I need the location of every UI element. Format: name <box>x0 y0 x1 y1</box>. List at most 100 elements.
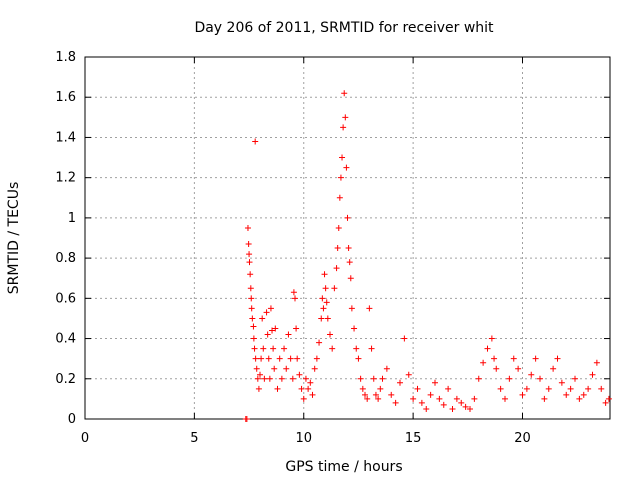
data-point <box>302 375 309 382</box>
data-point <box>344 214 351 221</box>
data-point <box>292 295 298 302</box>
x-tick-label: 15 <box>405 431 422 446</box>
data-point <box>319 295 326 302</box>
data-point <box>563 391 570 398</box>
y-tick-label: 1.2 <box>55 171 76 186</box>
data-point <box>281 345 288 352</box>
data-point <box>300 395 307 402</box>
data-point <box>532 355 539 362</box>
data-point <box>243 416 250 422</box>
data-point <box>541 395 548 402</box>
data-point <box>519 391 526 398</box>
data-point <box>458 399 465 406</box>
grid <box>85 57 610 419</box>
data-point <box>392 399 399 406</box>
data-point <box>337 174 344 181</box>
data-point <box>272 325 279 332</box>
data-point <box>355 355 362 362</box>
data-point <box>343 164 350 171</box>
data-point <box>278 375 285 382</box>
data-point <box>515 365 522 372</box>
data-point <box>397 379 403 386</box>
data-point <box>598 385 605 392</box>
data-point <box>488 335 495 342</box>
data-point <box>318 315 325 322</box>
data-point <box>252 355 259 362</box>
data-point <box>372 391 379 398</box>
data-point <box>467 405 473 412</box>
data-point <box>427 391 434 398</box>
data-points <box>242 90 612 422</box>
data-point <box>418 399 425 406</box>
data-point <box>602 399 609 406</box>
data-point <box>313 355 320 362</box>
data-point <box>375 395 382 402</box>
data-point <box>357 375 364 382</box>
data-point <box>258 355 265 362</box>
data-point <box>255 385 262 392</box>
data-point <box>269 327 276 334</box>
data-point <box>414 385 421 392</box>
data-point <box>502 395 508 402</box>
data-point <box>333 265 340 272</box>
data-point <box>359 385 366 392</box>
data-point <box>265 355 272 362</box>
plot-frame <box>84 56 611 420</box>
data-point <box>294 355 301 362</box>
y-tick-label: 0.8 <box>55 251 76 266</box>
data-point <box>285 331 292 338</box>
data-point <box>580 391 587 398</box>
data-point <box>388 391 395 398</box>
data-point <box>263 309 270 316</box>
data-point <box>453 395 460 402</box>
data-point <box>401 335 408 342</box>
data-point <box>550 365 557 372</box>
y-tick-label: 0.4 <box>55 332 76 347</box>
data-point <box>567 385 574 392</box>
data-point <box>307 379 314 386</box>
chart-title: Day 206 of 2011, SRMTID for receiver whi… <box>194 20 494 36</box>
data-point <box>506 375 513 382</box>
data-point <box>247 271 254 278</box>
data-point <box>324 315 331 322</box>
y-tick-label: 1.6 <box>55 90 76 105</box>
data-point <box>410 395 417 402</box>
data-point <box>316 339 323 346</box>
data-point <box>254 375 261 382</box>
x-tick-label: 5 <box>190 431 198 446</box>
data-point <box>331 285 338 292</box>
data-point <box>368 345 375 352</box>
data-point <box>353 345 360 352</box>
data-point <box>345 245 352 252</box>
data-point <box>305 385 312 392</box>
data-point <box>462 403 469 410</box>
data-point <box>405 371 412 378</box>
data-point <box>322 285 329 292</box>
data-point <box>497 385 504 392</box>
data-point <box>250 335 257 342</box>
data-point <box>270 345 277 352</box>
data-point <box>379 375 386 382</box>
data-point <box>257 371 263 378</box>
data-point <box>260 345 267 352</box>
data-point <box>523 385 530 392</box>
y-tick-label: 1.4 <box>55 130 76 145</box>
data-point <box>244 224 251 231</box>
data-point <box>348 305 355 312</box>
data-point <box>377 385 384 392</box>
data-point <box>436 395 443 402</box>
data-point <box>245 241 252 248</box>
data-point <box>347 275 354 282</box>
data-point <box>276 355 283 362</box>
data-point <box>267 305 274 312</box>
data-point <box>334 245 341 252</box>
data-point <box>554 355 561 362</box>
data-point <box>252 138 259 145</box>
x-tick-label: 0 <box>81 431 89 446</box>
data-point <box>329 345 336 352</box>
data-point <box>545 385 552 392</box>
y-tick-label: 0.2 <box>55 372 76 387</box>
x-tick-label: 20 <box>514 431 531 446</box>
data-point <box>289 375 296 382</box>
